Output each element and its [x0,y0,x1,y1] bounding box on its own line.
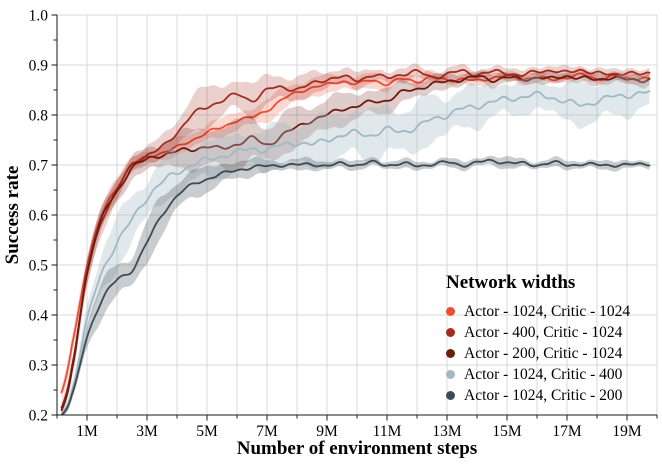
y-tick-label: 0.7 [29,158,49,175]
x-axis-title: Number of environment steps [236,438,478,459]
x-tick-label: 9M [316,423,338,440]
ticks [51,14,658,421]
y-tick-label: 0.4 [29,308,49,325]
y-tick-label: 1.0 [29,8,49,25]
x-tick-label: 7M [256,423,278,440]
x-tick-label: 17M [552,423,582,440]
x-tick-label: 3M [136,423,158,440]
legend-item-4: Actor - 1024, Critic - 200 [446,385,630,406]
tick-labels: 1M 3M 5M 7M 9M 11M 13M 15M 17M 19M 0.2 0.3 0.4 0.5 0.6… [29,8,642,441]
y-tick-label: 0.5 [29,258,49,275]
x-tick-label: 5M [196,423,218,440]
x-tick-label: 15M [492,423,522,440]
y-tick-label: 0.2 [29,408,48,425]
legend-title: Network widths [446,272,576,293]
legend-item-label: Actor - 1024, Critic - 400 [464,365,623,383]
y-tick-label: 0.8 [29,108,49,125]
legend-item-0: Actor - 1024, Critic - 1024 [446,301,630,322]
legend-marker-icon [446,328,455,337]
series-line-0 [60,72,651,394]
legend-marker-icon [446,349,455,358]
legend-marker-icon [446,370,455,379]
series-band-2 [61,70,650,415]
y-tick-label: 0.6 [29,208,49,225]
legend-item-label: Actor - 1024, Critic - 1024 [464,302,631,320]
legend-marker-icon [446,307,455,316]
legend-item-label: Actor - 200, Critic - 1024 [464,344,623,362]
series-line-1 [60,68,651,409]
y-tick-label: 0.9 [29,58,49,75]
series-artists [60,63,651,415]
y-axis-title: Success rate [2,165,23,265]
legend-items: Actor - 1024, Critic - 1024 Actor - 400, … [446,301,630,406]
legend-item-label: Actor - 400, Critic - 1024 [464,323,623,341]
y-tick-label: 0.3 [29,358,49,375]
x-tick-label: 1M [76,423,98,440]
legend-item-label: Actor - 1024, Critic - 200 [464,386,623,404]
legend-marker-icon [446,391,455,400]
series-line-4 [60,158,651,415]
series-line-2 [60,75,651,411]
legend: Network widths Actor - 1024, Critic - 10… [446,272,630,406]
x-tick-label: 11M [373,423,402,440]
legend-item-3: Actor - 1024, Critic - 400 [446,364,630,385]
legend-item-1: Actor - 400, Critic - 1024 [446,322,630,343]
x-tick-label: 13M [432,423,462,440]
series-line-3 [60,90,651,415]
x-tick-label: 19M [612,423,642,440]
legend-item-2: Actor - 200, Critic - 1024 [446,343,630,364]
